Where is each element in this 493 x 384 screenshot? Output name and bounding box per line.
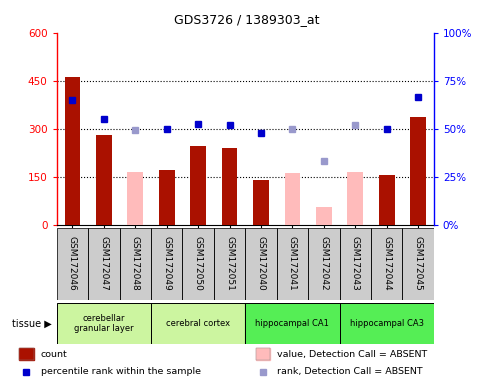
Bar <box>182 228 214 300</box>
Bar <box>57 228 88 300</box>
Bar <box>253 180 269 225</box>
Text: hippocampal CA1: hippocampal CA1 <box>255 319 329 328</box>
Text: value, Detection Call = ABSENT: value, Detection Call = ABSENT <box>277 350 427 359</box>
Text: GSM172042: GSM172042 <box>319 236 328 290</box>
Bar <box>57 228 88 300</box>
Bar <box>340 228 371 300</box>
Text: cerebellar
granular layer: cerebellar granular layer <box>74 314 134 333</box>
Bar <box>245 228 277 300</box>
Text: GSM172040: GSM172040 <box>256 236 266 290</box>
Bar <box>19 348 34 361</box>
Bar <box>182 228 214 300</box>
Text: tissue ▶: tissue ▶ <box>12 318 52 329</box>
Bar <box>379 175 394 225</box>
Text: GSM172050: GSM172050 <box>194 236 203 290</box>
Bar <box>308 228 340 300</box>
Bar <box>65 78 80 225</box>
Text: GSM172048: GSM172048 <box>131 236 140 290</box>
Bar <box>371 228 402 300</box>
Bar <box>402 228 434 300</box>
Bar <box>222 148 238 225</box>
Text: count: count <box>40 350 68 359</box>
Bar <box>316 207 332 225</box>
Bar <box>88 228 119 300</box>
Bar <box>256 348 270 361</box>
Bar <box>151 303 245 344</box>
Text: GSM172044: GSM172044 <box>382 236 391 290</box>
Text: hippocampal CA3: hippocampal CA3 <box>350 319 423 328</box>
Bar <box>284 174 300 225</box>
Bar <box>277 228 308 300</box>
Bar <box>371 228 402 300</box>
Bar <box>256 348 270 361</box>
Bar <box>410 118 426 225</box>
Text: GSM172046: GSM172046 <box>68 236 77 290</box>
Bar <box>214 228 246 300</box>
Bar <box>88 228 119 300</box>
Text: GSM172051: GSM172051 <box>225 236 234 290</box>
Bar <box>159 170 175 225</box>
Bar <box>277 228 308 300</box>
Bar <box>96 135 112 225</box>
Bar <box>340 228 371 300</box>
Bar <box>151 228 182 300</box>
Text: GSM172043: GSM172043 <box>351 236 360 290</box>
Bar <box>119 228 151 300</box>
Bar <box>245 228 277 300</box>
Bar <box>245 303 340 344</box>
Text: GSM172049: GSM172049 <box>162 236 171 290</box>
Bar <box>57 303 151 344</box>
Bar <box>151 228 182 300</box>
Bar <box>151 303 245 344</box>
Bar <box>308 228 340 300</box>
Bar <box>340 303 434 344</box>
Text: GSM172047: GSM172047 <box>99 236 108 290</box>
Text: rank, Detection Call = ABSENT: rank, Detection Call = ABSENT <box>277 367 423 376</box>
Bar <box>245 303 340 344</box>
Bar <box>57 303 151 344</box>
Bar <box>127 172 143 225</box>
Bar <box>19 348 34 361</box>
Text: percentile rank within the sample: percentile rank within the sample <box>40 367 201 376</box>
Text: GSM172041: GSM172041 <box>288 236 297 290</box>
Bar <box>214 228 246 300</box>
Text: GDS3726 / 1389303_at: GDS3726 / 1389303_at <box>174 13 319 26</box>
Bar <box>119 228 151 300</box>
Text: cerebral cortex: cerebral cortex <box>166 319 230 328</box>
Bar <box>402 228 434 300</box>
Bar <box>340 303 434 344</box>
Text: GSM172045: GSM172045 <box>414 236 423 290</box>
Bar <box>348 172 363 225</box>
Bar <box>190 146 206 225</box>
